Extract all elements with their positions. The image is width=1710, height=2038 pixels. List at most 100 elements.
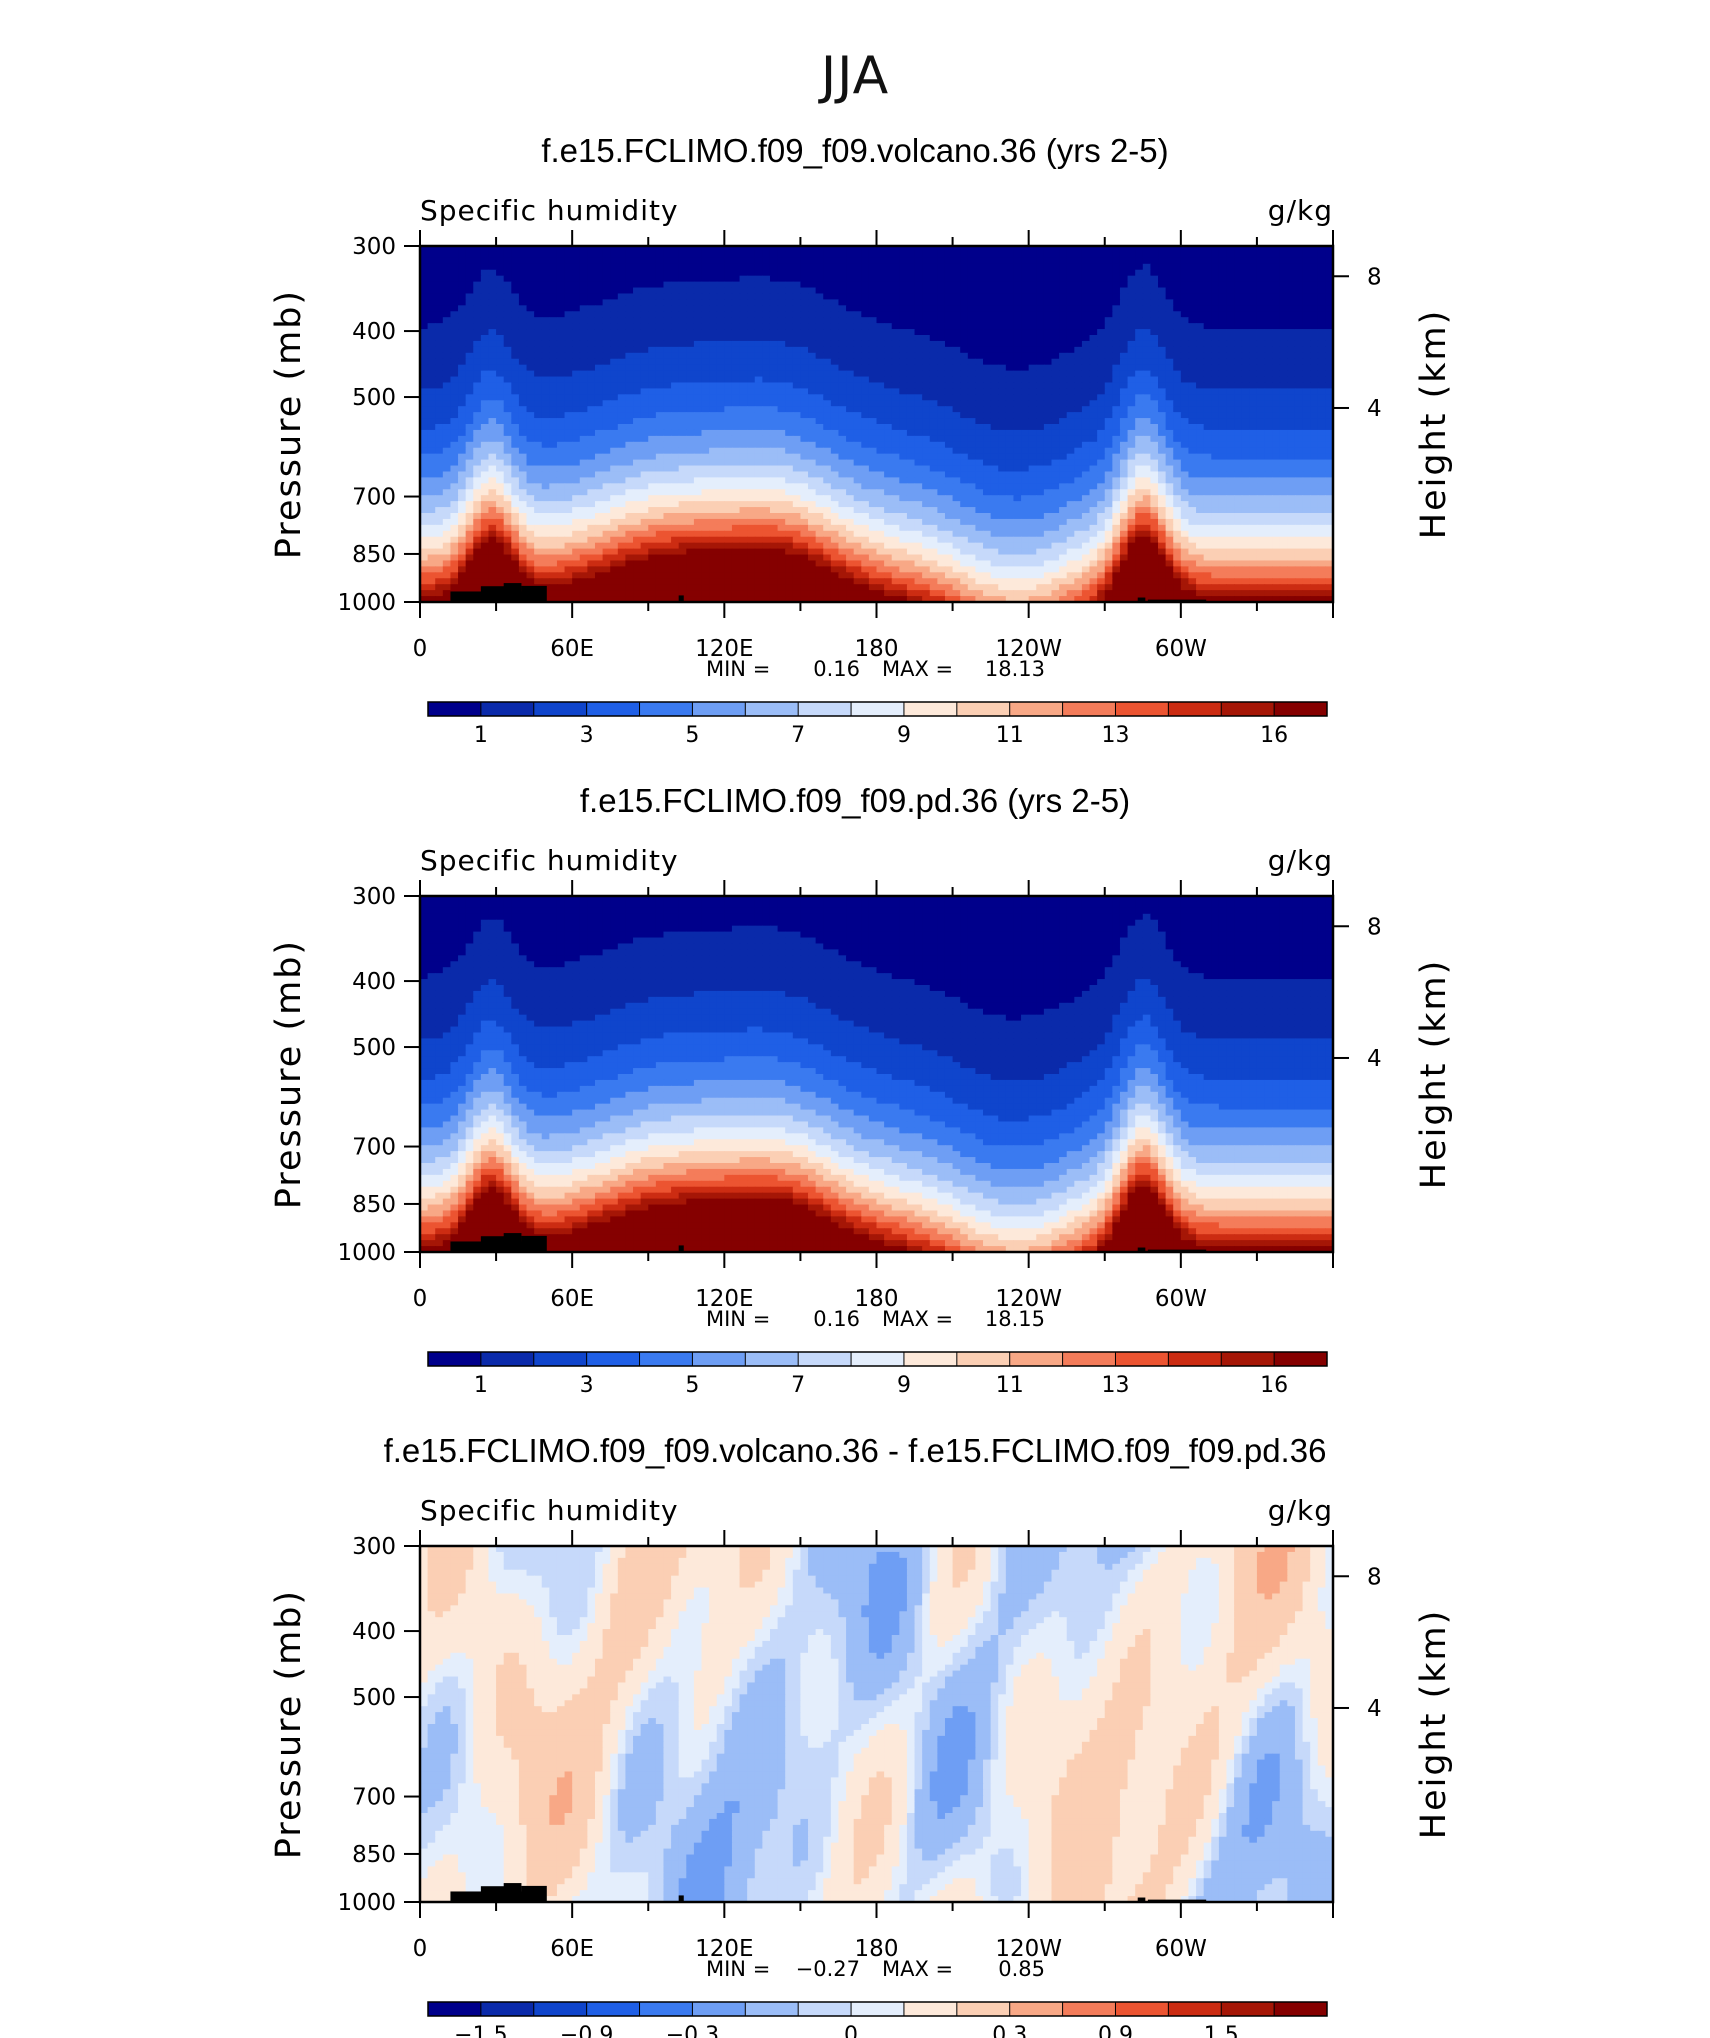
field-cell xyxy=(1097,251,1106,259)
field-cell xyxy=(450,412,459,419)
field-cell xyxy=(1036,364,1045,372)
field-cell xyxy=(1119,441,1129,449)
field-cell xyxy=(572,388,581,395)
field-cell xyxy=(450,352,459,360)
field-cell xyxy=(458,329,467,336)
field-cell xyxy=(526,435,535,443)
field-cell xyxy=(496,483,505,490)
field-cell xyxy=(541,329,550,336)
field-cell xyxy=(1272,305,1281,312)
field-cell xyxy=(906,287,916,295)
field-cell xyxy=(1074,323,1083,330)
field-cell xyxy=(686,400,695,407)
field-cell xyxy=(1127,459,1136,467)
field-cell xyxy=(480,352,490,360)
field-cell xyxy=(891,370,900,378)
field-cell xyxy=(937,299,946,306)
field-cell xyxy=(769,441,779,449)
field-cell xyxy=(1234,323,1243,330)
field-cell xyxy=(465,352,474,360)
field-cell xyxy=(1135,358,1144,366)
field-cell xyxy=(1066,459,1075,467)
field-cell xyxy=(944,305,954,312)
field-cell xyxy=(1226,412,1235,419)
field-cell xyxy=(1264,323,1273,330)
field-cell xyxy=(906,388,916,395)
field-cell xyxy=(785,471,794,478)
field-cell xyxy=(1211,376,1220,384)
field-cell xyxy=(602,471,611,478)
field-cell xyxy=(952,269,961,277)
field-cell xyxy=(754,447,763,455)
field-cell xyxy=(1104,441,1113,449)
field-cell xyxy=(1310,275,1319,283)
field-cell xyxy=(876,477,885,484)
field-cell xyxy=(808,471,817,478)
field-cell xyxy=(655,287,665,295)
field-cell xyxy=(1203,435,1212,443)
field-cell xyxy=(625,346,634,354)
field-cell xyxy=(800,317,809,324)
field-cell xyxy=(891,447,900,455)
field-cell xyxy=(1051,335,1060,342)
field-cell xyxy=(1059,412,1068,419)
field-cell xyxy=(1081,388,1091,395)
field-cell xyxy=(762,293,771,300)
field-cell xyxy=(785,329,794,336)
field-cell xyxy=(1127,477,1136,484)
field-cell xyxy=(587,441,596,449)
field-cell xyxy=(853,424,862,431)
field-cell xyxy=(815,275,824,283)
field-cell xyxy=(709,471,718,478)
field-cell xyxy=(998,459,1007,467)
field-cell xyxy=(1256,459,1266,467)
field-cell xyxy=(587,275,596,283)
field-cell xyxy=(1028,287,1037,295)
field-cell xyxy=(458,246,467,253)
field-cell xyxy=(731,394,741,401)
field-cell xyxy=(678,305,687,312)
field-cell xyxy=(967,429,977,437)
field-cell xyxy=(998,406,1007,413)
field-cell xyxy=(1066,311,1075,318)
field-cell xyxy=(503,346,512,354)
field-cell xyxy=(724,477,733,484)
field-cell xyxy=(1059,281,1068,289)
field-cell xyxy=(1081,376,1091,384)
field-cell xyxy=(884,483,893,490)
field-cell xyxy=(480,400,490,407)
field-cell xyxy=(541,364,550,372)
field-cell xyxy=(1089,281,1098,289)
field-cell xyxy=(450,305,459,312)
field-cell xyxy=(465,364,474,372)
field-cell xyxy=(602,299,611,306)
field-cell xyxy=(1256,418,1266,425)
field-cell xyxy=(1203,424,1212,431)
field-cell xyxy=(777,418,786,425)
field-cell xyxy=(1241,483,1250,490)
field-cell xyxy=(1043,317,1053,324)
field-cell xyxy=(861,441,870,449)
field-cell xyxy=(884,453,893,461)
field-cell xyxy=(1203,376,1212,384)
field-cell xyxy=(1211,412,1220,419)
field-cell xyxy=(1256,441,1266,449)
field-cell xyxy=(815,489,824,496)
field-cell xyxy=(1142,376,1151,384)
field-cell xyxy=(655,388,665,395)
field-cell xyxy=(473,489,482,496)
field-cell xyxy=(625,400,634,407)
field-cell xyxy=(754,257,763,265)
field-cell xyxy=(785,459,794,467)
field-cell xyxy=(633,465,642,473)
field-cell xyxy=(960,489,969,496)
field-cell xyxy=(899,394,908,401)
field-cell xyxy=(518,429,528,437)
field-cell xyxy=(594,465,604,473)
field-cell xyxy=(1165,269,1174,277)
field-cell xyxy=(655,435,665,443)
field-cell xyxy=(716,287,725,295)
field-cell xyxy=(1074,459,1083,467)
field-cell xyxy=(922,459,931,467)
field-cell xyxy=(823,311,832,318)
